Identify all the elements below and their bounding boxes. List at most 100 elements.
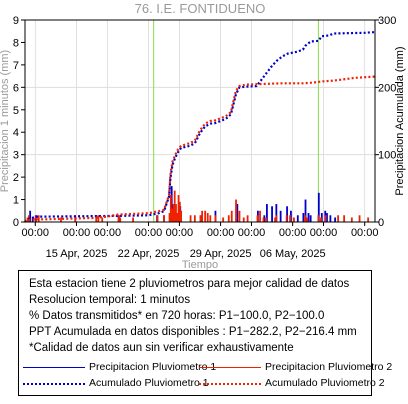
x-tick-label-time: 00:00 — [63, 227, 91, 239]
precip-bar — [173, 190, 176, 222]
y-right-axis-title: Precipitacion Acumulada (mm) — [394, 46, 406, 195]
precip-bar — [26, 217, 29, 222]
y-left-tick-label: 5 — [13, 105, 19, 117]
precip-bar — [222, 217, 225, 222]
chart-container: 0 1 2 3 4 5 6 7 8 9 0 100 200 300 00:00 00:00 15 Apr, 20… — [0, 1, 406, 270]
precip-bar — [246, 215, 249, 222]
precip-bar — [29, 210, 32, 222]
y-left-tick-label: 1 — [13, 195, 19, 207]
y-right-tick-label: 0 — [378, 217, 384, 229]
precip-bar — [271, 206, 273, 222]
precip-bar — [236, 204, 239, 222]
precip-bar — [177, 195, 180, 222]
precip-bar — [209, 215, 212, 222]
precip-bar — [201, 210, 204, 222]
x-tick-label-time: 00:00 — [22, 227, 50, 239]
legend-label-p1-acc: Acumulado Pluviometro 1 — [89, 377, 209, 389]
precip-bar — [296, 215, 299, 222]
precip-bar — [193, 215, 196, 222]
precip-bar — [206, 213, 209, 222]
info-line-stations: Esta estacion tiene 2 pluviometros para … — [29, 278, 350, 290]
legend-swatch-p2-acc — [199, 383, 261, 385]
precip-bar — [178, 201, 181, 222]
y-left-tick-label: 7 — [13, 60, 19, 72]
y-right-tick-label: 200 — [378, 82, 396, 94]
precip-bar — [227, 215, 230, 222]
info-line-resolution: Resolucion temporal: 1 minutos — [29, 294, 191, 306]
info-line-quality-note: *Calidad de datos aun sin verificar exha… — [29, 342, 294, 354]
legend-swatch-p1-bars — [23, 367, 85, 368]
x-tick-label-time: 00:00 — [135, 227, 163, 239]
x-tick-label-time: 00:00 — [94, 227, 122, 239]
x-tick-label-date: 15 Apr, 2025 — [46, 248, 108, 260]
y-left-tick-label: 9 — [13, 15, 19, 27]
y-left-tick-label: 3 — [13, 150, 19, 162]
precip-bar — [238, 210, 241, 222]
precip-bar — [259, 210, 261, 222]
precip-bar — [343, 215, 346, 222]
x-tick-label-date: 22 Apr, 2025 — [118, 248, 180, 260]
x-tick-label-time: 00:00 — [351, 227, 379, 239]
precip-bar — [204, 210, 207, 222]
cumulative-line — [24, 31, 376, 223]
precip-bar — [265, 217, 267, 222]
precip-bar — [293, 217, 295, 222]
precip-bar — [169, 195, 172, 222]
precip-bar — [337, 215, 340, 222]
precip-bar — [304, 215, 306, 222]
precip-bar — [235, 199, 237, 222]
precip-bar — [275, 204, 278, 222]
precip-bar — [168, 213, 171, 222]
y-right-tick-label: 300 — [378, 15, 396, 27]
precip-bar — [326, 213, 328, 222]
y-left-tick-label: 4 — [13, 127, 19, 139]
precip-bar — [306, 217, 309, 222]
precip-bar — [350, 217, 353, 222]
precip-bar — [171, 208, 174, 222]
precip-bar — [317, 192, 320, 222]
precip-bar — [275, 215, 278, 222]
precip-bar — [180, 210, 183, 222]
precip-bar — [242, 217, 245, 222]
x-tick-label-time: 00:00 — [279, 227, 307, 239]
info-line-transmitted: % Datos transmitidos* en 720 horas: P1−1… — [29, 310, 325, 322]
precip-bar — [274, 217, 276, 222]
x-axis-title: Tiempo — [182, 259, 218, 270]
precip-bar — [163, 215, 165, 222]
precip-bar — [230, 210, 233, 222]
x-tick-label-time: 00:00 — [310, 227, 338, 239]
y-left-axis-title: Precipitacion 1 minutos (mm) — [0, 50, 11, 192]
cumulative-line — [24, 75, 376, 223]
precip-bar — [175, 204, 177, 222]
precip-bar — [286, 206, 288, 222]
precip-bar — [309, 215, 312, 222]
precip-bar — [285, 215, 288, 222]
precip-bar — [214, 215, 217, 222]
precip-bar — [172, 204, 175, 222]
precip-bar — [60, 217, 62, 222]
y-left-tick-label: 0 — [13, 217, 19, 229]
precip-bar — [119, 217, 122, 222]
precip-bar — [317, 215, 320, 222]
legend-label-p2-acc: Acumulado Pluviometro 2 — [265, 377, 385, 389]
precip-bar — [189, 215, 192, 222]
legend-label-p1-bars: Precipitacion Pluviometro 1 — [89, 361, 217, 373]
precip-bar — [256, 215, 259, 222]
precip-bar — [289, 215, 291, 222]
legend-swatch-p2-bars — [199, 367, 261, 368]
x-tick-label-time: 00:00 — [238, 227, 266, 239]
precip-bar — [199, 215, 202, 222]
x-tick-label-time: 00:00 — [207, 227, 235, 239]
precip-bar — [307, 213, 310, 222]
precip-bar — [266, 204, 268, 222]
precip-bar — [279, 210, 282, 222]
precip-bar — [132, 217, 134, 222]
precip-bar — [367, 217, 370, 222]
precip-bar — [35, 215, 38, 222]
chart-title: 76. I.E. FONTIDUENO — [135, 1, 266, 16]
precip-bar — [302, 213, 305, 222]
precip-bar — [156, 215, 159, 222]
info-panel: Esta estacion tiene 2 pluviometros para … — [18, 270, 392, 396]
precip-bar — [176, 213, 179, 222]
